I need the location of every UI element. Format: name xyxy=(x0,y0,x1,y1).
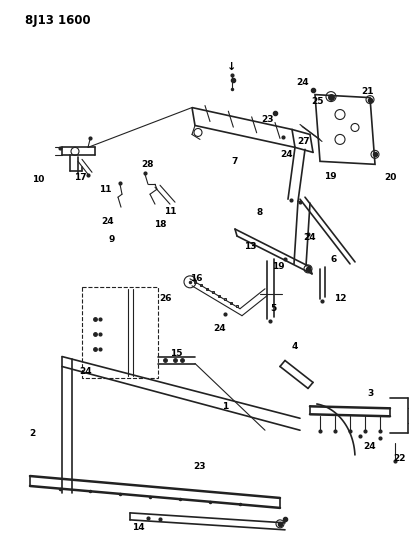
Text: 24: 24 xyxy=(213,324,226,333)
Text: 23: 23 xyxy=(261,115,273,124)
Text: 19: 19 xyxy=(272,262,284,271)
Text: 24: 24 xyxy=(102,216,114,225)
Text: 24: 24 xyxy=(80,367,92,376)
Text: 22: 22 xyxy=(394,454,406,463)
Text: 8J13 1600: 8J13 1600 xyxy=(25,14,91,27)
Text: 27: 27 xyxy=(298,137,310,146)
Text: 11: 11 xyxy=(99,185,111,193)
Text: 8: 8 xyxy=(257,208,263,216)
Text: 4: 4 xyxy=(292,342,298,351)
Text: 3: 3 xyxy=(367,389,373,398)
Text: 20: 20 xyxy=(384,173,396,182)
Text: 16: 16 xyxy=(190,274,202,284)
Text: 25: 25 xyxy=(312,97,324,106)
Text: 13: 13 xyxy=(244,243,256,252)
Text: ↓: ↓ xyxy=(227,62,237,72)
Text: 19: 19 xyxy=(324,172,336,181)
Text: 14: 14 xyxy=(132,523,144,532)
Text: 21: 21 xyxy=(361,87,373,96)
Text: 9: 9 xyxy=(109,235,115,244)
Text: 24: 24 xyxy=(297,78,309,87)
Text: 12: 12 xyxy=(334,294,346,303)
Text: 10: 10 xyxy=(32,175,44,184)
Text: 11: 11 xyxy=(164,207,176,216)
Text: 28: 28 xyxy=(142,160,154,169)
Text: 15: 15 xyxy=(170,349,182,358)
Text: 24: 24 xyxy=(281,150,293,159)
Text: 23: 23 xyxy=(194,462,206,471)
Text: 1: 1 xyxy=(222,402,228,411)
Text: 24: 24 xyxy=(364,442,376,451)
Text: 6: 6 xyxy=(331,255,337,264)
Text: 18: 18 xyxy=(154,220,166,229)
Text: 7: 7 xyxy=(232,157,238,166)
Text: 24: 24 xyxy=(304,232,316,241)
Text: 5: 5 xyxy=(270,304,276,313)
Text: 2: 2 xyxy=(29,429,35,438)
Text: 26: 26 xyxy=(159,294,171,303)
Text: 17: 17 xyxy=(74,173,86,182)
